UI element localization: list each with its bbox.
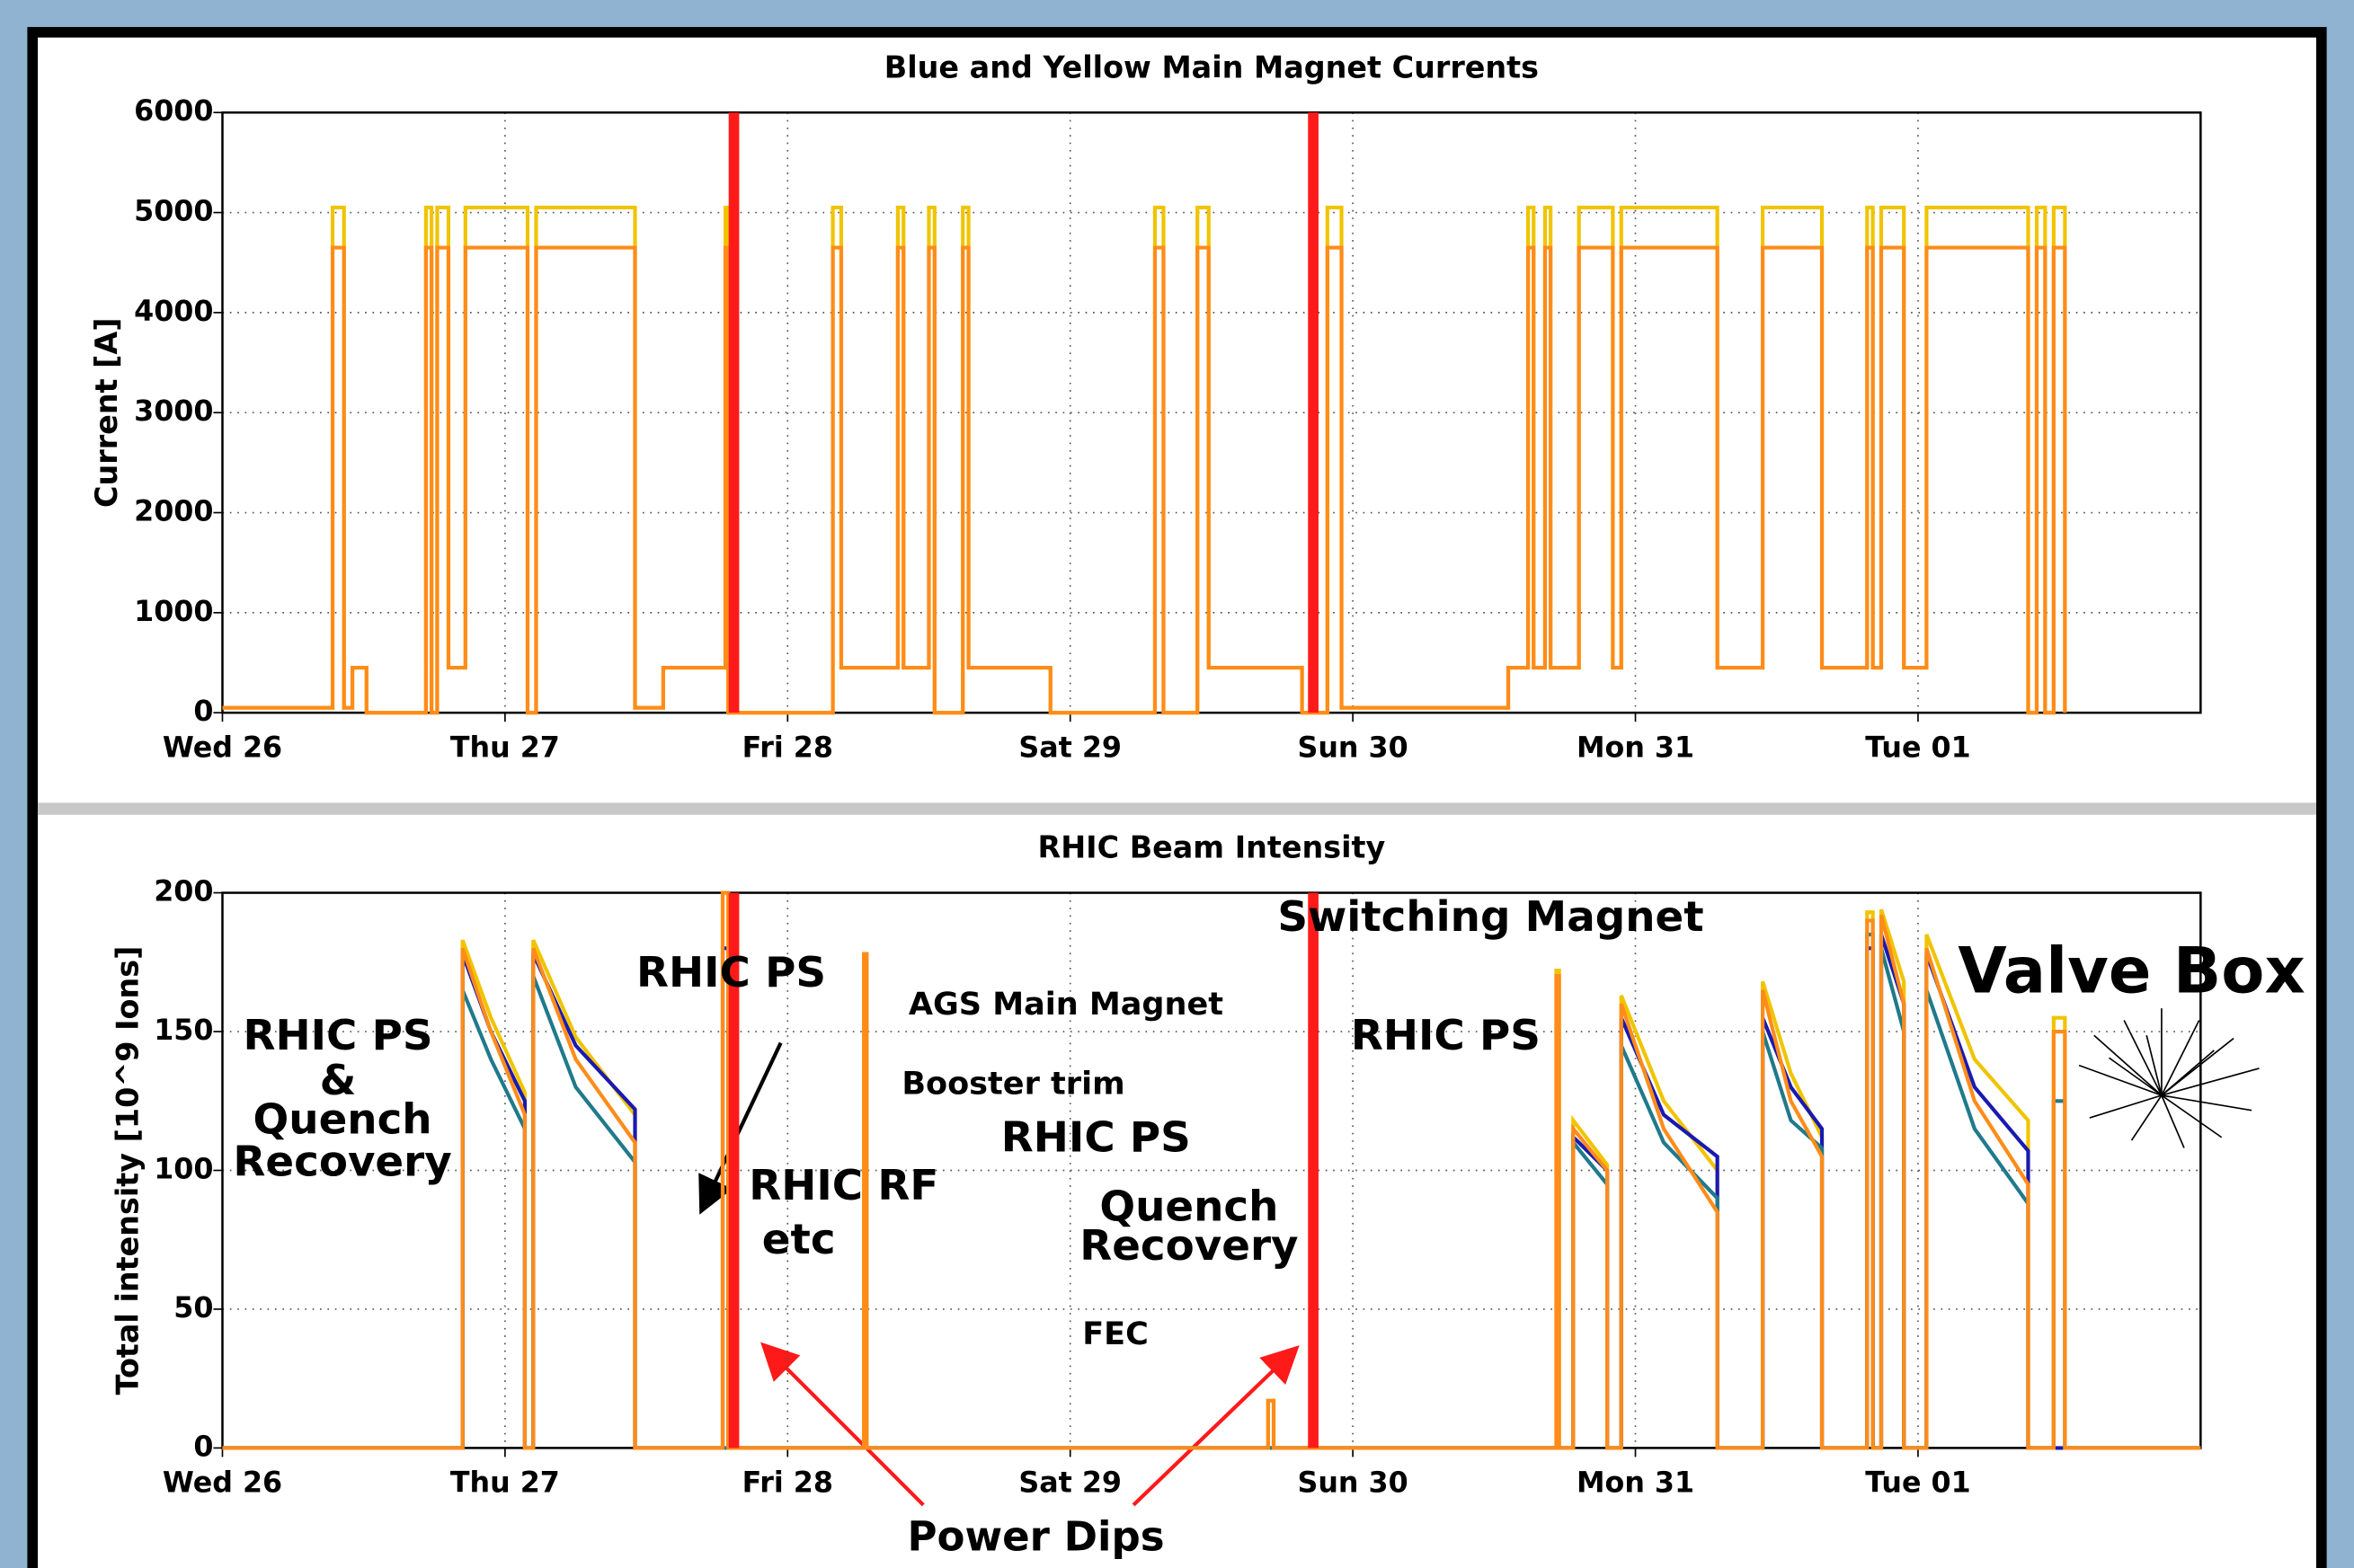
- annotation: AGS Main Magnet: [909, 986, 1223, 1023]
- x-tick-label: Sat 29: [1018, 731, 1122, 764]
- annotation: RHIC PS: [1001, 1114, 1191, 1163]
- plot-frame: [221, 111, 2202, 714]
- x-tick-label: Sun 30: [1298, 1466, 1408, 1499]
- x-tick-label: Sat 29: [1018, 1466, 1122, 1499]
- y-tick-label: 200: [154, 876, 213, 908]
- series-line: [222, 890, 2201, 1450]
- y-tick-label: 100: [154, 1153, 213, 1185]
- annotation: etc: [762, 1216, 836, 1264]
- x-tick-label: Sun 30: [1298, 731, 1408, 764]
- chart-title: RHIC Beam Intensity: [1038, 830, 1386, 865]
- chart-title: Blue and Yellow Main Magnet Currents: [884, 49, 1539, 84]
- annotation: Booster trim: [902, 1065, 1124, 1102]
- annotation: FEC: [1082, 1316, 1149, 1352]
- series-line: [222, 245, 2067, 715]
- annotation: Recovery: [233, 1138, 451, 1186]
- y-tick-label: 2000: [134, 496, 213, 528]
- y-axis-label: Total intensity [10^9 Ions]: [110, 946, 145, 1395]
- arrows: [698, 1041, 1300, 1507]
- annotation: RHIC PS: [636, 949, 826, 997]
- separator: [38, 802, 2316, 815]
- annotation: Recovery: [1079, 1222, 1298, 1271]
- annotation: Valve Box: [1958, 934, 2305, 1007]
- annotation: Quench: [253, 1096, 432, 1145]
- y-tick-label: 50: [173, 1292, 213, 1324]
- y-tick-label: 3000: [134, 395, 213, 428]
- x-tick-label: Tue 01: [1865, 1466, 1970, 1499]
- x-tick-label: Wed 26: [163, 731, 282, 764]
- annotation: RHIC PS: [1351, 1012, 1541, 1060]
- y-tick-label: 6000: [134, 95, 213, 128]
- x-tick-label: Thu 27: [450, 731, 560, 764]
- y-axis-label: Current [A]: [89, 317, 124, 507]
- x-tick-label: Mon 31: [1577, 731, 1694, 764]
- x-tick-label: Mon 31: [1577, 1466, 1694, 1499]
- x-tick-label: Fri 28: [742, 1466, 833, 1499]
- annotation: &: [320, 1057, 357, 1105]
- y-tick-label: 0: [193, 1431, 213, 1463]
- x-tick-label: Fri 28: [742, 731, 833, 764]
- fireworks: [2078, 1008, 2260, 1148]
- y-tick-label: 5000: [134, 196, 213, 228]
- y-tick-label: 150: [154, 1014, 213, 1047]
- x-tick-label: Wed 26: [163, 1466, 282, 1499]
- annotation: Switching Magnet: [1277, 893, 1703, 942]
- annotation: RHIC RF: [749, 1162, 938, 1210]
- y-tick-label: 1000: [134, 596, 213, 628]
- y-tick-label: 4000: [134, 296, 213, 328]
- y-tick-label: 0: [193, 695, 213, 728]
- annotation: Power Dips: [907, 1512, 1164, 1560]
- x-tick-label: Thu 27: [450, 1466, 560, 1499]
- annotation: Quench: [1099, 1183, 1278, 1231]
- annotation: RHIC PS: [244, 1012, 433, 1060]
- x-tick-label: Tue 01: [1865, 731, 1970, 764]
